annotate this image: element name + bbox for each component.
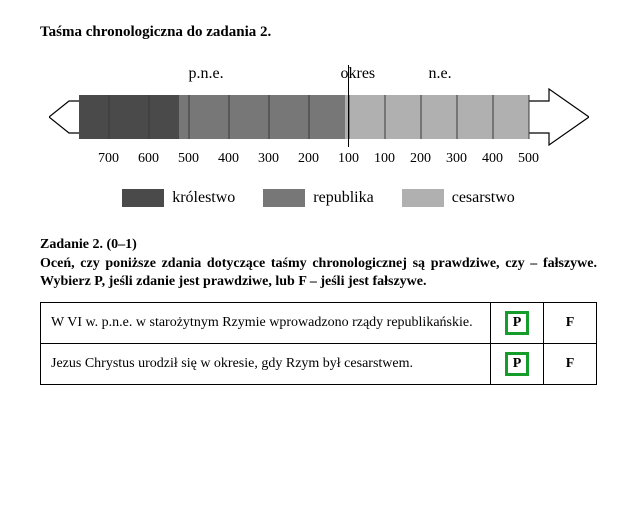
p-cell[interactable]: P [491,344,544,385]
tick-label: 300 [258,151,279,167]
legend-kingdom-label: królestwo [172,189,235,207]
timeline-svg [49,87,589,147]
tick-labels: 700 600 500 400 300 200 100 100 200 300 400 500 [49,151,589,171]
swatch-kingdom [122,189,164,207]
tick-label: 400 [482,151,503,167]
legend-kingdom: królestwo [122,189,235,207]
tick-label: 600 [138,151,159,167]
f-cell[interactable]: F [544,303,597,344]
tick-label: 300 [446,151,467,167]
table-row: Jezus Chrystus urodził się w okresie, gd… [41,344,597,385]
statement-cell: W VI w. p.n.e. w starożytnym Rzymie wpro… [41,303,491,344]
legend-empire-label: cesarstwo [452,189,515,207]
p-cell[interactable]: P [491,303,544,344]
tick-label: 200 [298,151,319,167]
tick-label: 500 [518,151,539,167]
legend-republic-label: republika [313,189,373,207]
era-label-bce: p.n.e. [189,65,224,83]
timeline: p.n.e. okres n.e. 700 600 500 400 300 200 100 1… [49,65,589,171]
tick-label: 100 [338,151,359,167]
swatch-empire [402,189,444,207]
tick-label: 100 [374,151,395,167]
era-label-ce: n.e. [429,65,452,83]
era-label-okres: okres [341,65,376,83]
legend-republic: republika [263,189,373,207]
tick-label: 200 [410,151,431,167]
f-cell[interactable]: F [544,344,597,385]
tick-label: 400 [218,151,239,167]
statement-cell: Jezus Chrystus urodził się w okresie, gd… [41,344,491,385]
task-title: Zadanie 2. (0–1) [40,237,597,253]
task-instruction: Oceń, czy poniższe zdania dotyczące taśm… [40,255,597,290]
swatch-republic [263,189,305,207]
tick-label: 700 [98,151,119,167]
timeline-heading: Taśma chronologiczna do zadania 2. [40,24,597,41]
tick-label: 500 [178,151,199,167]
era-labels: p.n.e. okres n.e. [49,65,589,87]
legend: królestwo republika cesarstwo [40,189,597,207]
okres-divider [348,65,350,147]
pf-table: W VI w. p.n.e. w starożytnym Rzymie wpro… [40,302,597,385]
table-row: W VI w. p.n.e. w starożytnym Rzymie wpro… [41,303,597,344]
legend-empire: cesarstwo [402,189,515,207]
